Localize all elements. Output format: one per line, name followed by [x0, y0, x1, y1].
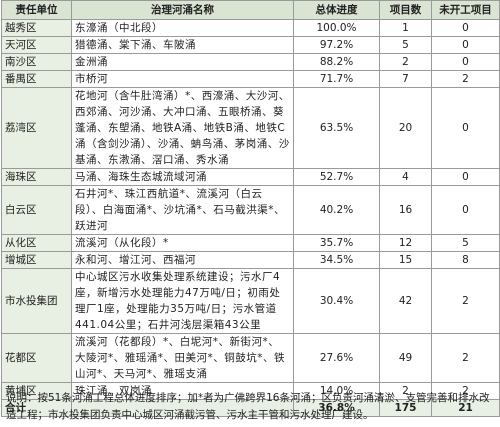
rivers-cell: 金洲涌 — [71, 53, 294, 71]
unit-cell: 市水投集团 — [1, 268, 72, 334]
table-row: 从化区 流溪河（从化段）* 35.7% 12 5 — [1, 234, 500, 252]
rivers-cell — [71, 399, 294, 417]
projects-cell: 7 — [379, 70, 432, 88]
projects-cell: 42 — [379, 268, 432, 334]
progress-cell: 52.7% — [293, 168, 380, 186]
progress-cell: 88.2% — [293, 53, 380, 71]
progress-cell: 34.5% — [293, 251, 380, 269]
progress-cell: 30.4% — [293, 268, 380, 334]
progress-cell: 97.2% — [293, 36, 380, 54]
projects-cell: 16 — [379, 185, 432, 235]
progress-table: 责任单位 治理河涌名称 总体进度 项目数 未开工项目 越秀区 东濠涌（中北段） 10… — [1, 0, 500, 417]
unstarted-cell: 0 — [431, 168, 500, 186]
progress-cell: 40.2% — [293, 185, 380, 235]
unstarted-cell: 0 — [431, 19, 500, 37]
projects-cell: 5 — [379, 36, 432, 54]
unit-cell: 增城区 — [1, 251, 72, 269]
unit-cell: 从化区 — [1, 234, 72, 252]
header-cell: 治理河涌名称 — [71, 0, 294, 20]
table-row: 白云区 石井河*、珠江西航道*、流溪河（白云段）、白海面涌*、沙坑涌*、石马截洪渠… — [1, 185, 500, 235]
unstarted-cell: 5 — [431, 234, 500, 252]
table-row: 增城区 永和河、增江河、西福河 34.5% 15 8 — [1, 251, 500, 269]
table-row: 海珠区 马涌、海珠生态城流域河涌 52.7% 4 0 — [1, 168, 500, 186]
unstarted-cell: 0 — [431, 36, 500, 54]
unstarted-cell: 2 — [431, 333, 500, 383]
header-cell: 项目数 — [379, 0, 432, 20]
rivers-cell: 永和河、增江河、西福河 — [71, 251, 294, 269]
table-body: 越秀区 东濠涌（中北段） 100.0% 1 0 天河区 猎德涌、棠下涌、车陂涌 97.2% 5 0… — [1, 19, 500, 417]
progress-cell: 71.7% — [293, 70, 380, 88]
table-row: 番禺区 市桥河 71.7% 7 2 — [1, 70, 500, 88]
table-row: 天河区 猎德涌、棠下涌、车陂涌 97.2% 5 0 — [1, 36, 500, 54]
table-row: 黄埔区 珠江涌、双岗涌 14.0% 2 2 — [1, 382, 500, 400]
progress-cell: 63.5% — [293, 87, 380, 169]
unstarted-cell: 0 — [431, 87, 500, 169]
unit-cell: 越秀区 — [1, 19, 72, 37]
table-row: 荔湾区 花地河（含牛肚湾涌）*、西濠涌、大沙河、西郊涌、河沙涌、大冲口涌、五眼桥涌… — [1, 87, 500, 169]
projects-cell: 15 — [379, 251, 432, 269]
projects-cell: 2 — [379, 53, 432, 71]
unstarted-cell: 0 — [431, 185, 500, 235]
progress-cell: 36.8% — [293, 399, 380, 417]
projects-cell: 12 — [379, 234, 432, 252]
rivers-cell: 花地河（含牛肚湾涌）*、西濠涌、大沙河、西郊涌、河沙涌、大冲口涌、五眼桥涌、葵蓬… — [71, 87, 294, 169]
note: 说明：按51条河涌工程总体进度排序；加*者为广佛跨界16条河涌；区负责河涌清淤、… — [6, 392, 490, 421]
unstarted-cell: 8 — [431, 251, 500, 269]
unit-cell: 番禺区 — [1, 70, 72, 88]
table-row: 花都区 流溪河（花都段）*、白坭河*、新街河*、大陵河*、雅瑶涌*、田美河*、铜鼓… — [1, 333, 500, 383]
unit-cell: 天河区 — [1, 36, 72, 54]
unstarted-cell: 2 — [431, 70, 500, 88]
projects-cell: 49 — [379, 333, 432, 383]
table-row: 南沙区 金洲涌 88.2% 2 0 — [1, 53, 500, 71]
unit-cell: 白云区 — [1, 185, 72, 235]
unit-cell: 花都区 — [1, 333, 72, 383]
projects-cell: 20 — [379, 87, 432, 169]
progress-cell: 35.7% — [293, 234, 380, 252]
rivers-cell: 珠江涌、双岗涌 — [71, 382, 294, 400]
rivers-cell: 流溪河（花都段）*、白坭河*、新街河*、大陵河*、雅瑶涌*、田美河*、铜鼓坑*、… — [71, 333, 294, 383]
table-row: 越秀区 东濠涌（中北段） 100.0% 1 0 — [1, 19, 500, 37]
header-cell: 总体进度 — [293, 0, 380, 20]
header-cell: 责任单位 — [1, 0, 72, 20]
header-cell: 未开工项目 — [431, 0, 500, 20]
table-row: 市水投集团 中心城区污水收集处理系统建设；污水厂4座，新增污水处理能力47万吨/日… — [1, 268, 500, 334]
unstarted-cell: 0 — [431, 53, 500, 71]
progress-cell: 27.6% — [293, 333, 380, 383]
projects-cell: 175 — [379, 399, 432, 417]
rivers-cell: 流溪河（从化段）* — [71, 234, 294, 252]
unstarted-cell: 2 — [431, 268, 500, 334]
rivers-cell: 东濠涌（中北段） — [71, 19, 294, 37]
rivers-cell: 石井河*、珠江西航道*、流溪河（白云段）、白海面涌*、沙坑涌*、石马截洪渠*、跃… — [71, 185, 294, 235]
unit-cell: 荔湾区 — [1, 87, 72, 169]
header-row: 责任单位 治理河涌名称 总体进度 项目数 未开工项目 — [1, 0, 500, 20]
unstarted-cell: 21 — [431, 399, 500, 417]
rivers-cell: 马涌、海珠生态城流域河涌 — [71, 168, 294, 186]
unit-cell: 海珠区 — [1, 168, 72, 186]
unit-cell: 黄埔区 — [1, 382, 72, 400]
rivers-cell: 中心城区污水收集处理系统建设；污水厂4座，新增污水处理能力47万吨/日；初雨处理… — [71, 268, 294, 334]
rivers-cell: 猎德涌、棠下涌、车陂涌 — [71, 36, 294, 54]
projects-cell: 4 — [379, 168, 432, 186]
projects-cell: 1 — [379, 19, 432, 37]
rivers-cell: 市桥河 — [71, 70, 294, 88]
unit-cell: 南沙区 — [1, 53, 72, 71]
progress-cell: 100.0% — [293, 19, 380, 37]
total-row: 合计 36.8% 175 21 — [1, 399, 500, 417]
